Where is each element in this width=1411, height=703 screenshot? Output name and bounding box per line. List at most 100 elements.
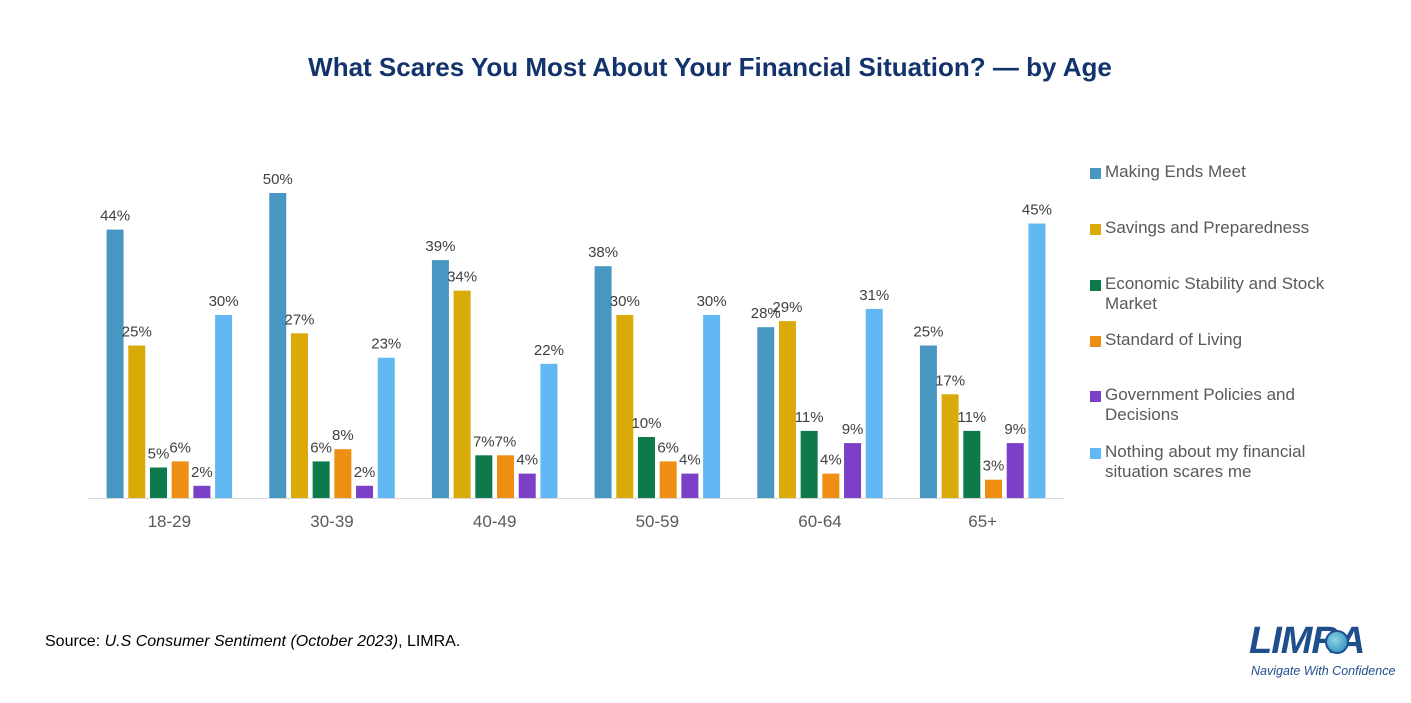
bar: [616, 315, 634, 498]
logo-tagline: Navigate With Confidence: [1251, 664, 1396, 678]
bar: [334, 449, 352, 498]
bar: [659, 461, 677, 498]
data-label: 2%: [354, 464, 376, 481]
bar: [497, 455, 515, 498]
bar: [637, 437, 655, 498]
data-label: 38%: [588, 244, 618, 261]
data-label: 11%: [795, 409, 824, 426]
data-label: 23%: [371, 336, 401, 353]
data-label: 17%: [935, 372, 965, 389]
legend-label: Economic Stability and Stock Market: [1105, 274, 1325, 313]
source-note: Source: U.S Consumer Sentiment (October …: [45, 633, 460, 651]
bar: [941, 394, 959, 498]
bar: [269, 193, 287, 498]
bar: [985, 479, 1003, 498]
source-prefix: Source:: [45, 633, 105, 650]
x-tick-label: 60-64: [798, 512, 841, 531]
x-tick-label: 30-39: [310, 512, 353, 531]
data-label: 6%: [657, 439, 679, 456]
data-label: 31%: [859, 287, 889, 304]
bar: [703, 315, 721, 498]
legend-item-standard-of-living: Standard of Living: [1090, 330, 1355, 350]
source-title: U.S Consumer Sentiment (October 2023): [104, 633, 399, 650]
bar: [453, 290, 471, 498]
bar: [149, 467, 167, 498]
bar: [778, 321, 796, 498]
data-label: 5%: [148, 446, 170, 463]
data-label: 39%: [425, 238, 455, 255]
bar: [128, 345, 146, 498]
data-label: 10%: [631, 415, 661, 432]
globe-icon: [1325, 630, 1349, 654]
data-label: 6%: [310, 439, 332, 456]
data-label: 29%: [772, 299, 802, 316]
data-label: 9%: [1004, 421, 1026, 438]
x-tick-label: 50-59: [636, 512, 679, 531]
data-label: 9%: [842, 421, 864, 438]
bar: [919, 345, 937, 498]
bar: [844, 443, 862, 498]
legend-label: Government Policies and Decisions: [1105, 385, 1295, 424]
bar: [963, 430, 981, 498]
legend-item-savings: Savings and Preparedness: [1090, 218, 1355, 238]
data-label: 30%: [209, 293, 239, 310]
x-tick-label: 65+: [968, 512, 997, 531]
bar: [377, 357, 395, 498]
data-label: 25%: [913, 324, 943, 341]
legend-label: Savings and Preparedness: [1105, 218, 1310, 237]
legend-label: Nothing about my financial situation sca…: [1105, 442, 1306, 481]
legend-item-making-ends-meet: Making Ends Meet: [1090, 162, 1355, 182]
data-label: 30%: [697, 293, 727, 310]
data-label: 3%: [983, 458, 1005, 475]
legend-swatch: [1090, 336, 1101, 347]
data-label: 6%: [169, 439, 191, 456]
legend-label: Standard of Living: [1105, 330, 1243, 349]
source-suffix: , LIMRA.: [398, 633, 461, 650]
bar: [475, 455, 493, 498]
legend-swatch: [1090, 280, 1101, 291]
bar: [865, 308, 883, 498]
data-label: 45%: [1022, 202, 1052, 219]
bar: [681, 473, 699, 498]
bar: [1006, 443, 1024, 498]
x-tick-label: 40-49: [473, 512, 516, 531]
data-label: 27%: [284, 311, 314, 328]
data-label: 4%: [820, 452, 842, 469]
data-label: 4%: [516, 452, 538, 469]
data-label: 11%: [957, 409, 986, 426]
data-label: 7%: [495, 433, 517, 450]
data-label: 44%: [100, 208, 130, 225]
legend-swatch: [1090, 391, 1101, 402]
bar: [800, 430, 818, 498]
legend-item-government-policies: Government Policies and Decisions: [1090, 385, 1355, 425]
data-label: 22%: [534, 342, 564, 359]
bar: [356, 485, 374, 498]
bar: [193, 485, 211, 498]
data-label: 8%: [332, 427, 354, 444]
x-tick-label: 18-29: [148, 512, 191, 531]
legend-swatch: [1090, 168, 1101, 179]
legend-swatch: [1090, 448, 1101, 459]
chart-title: What Scares You Most About Your Financia…: [308, 52, 1112, 82]
data-label: 34%: [447, 269, 477, 286]
data-label: 7%: [473, 433, 495, 450]
bar: [822, 473, 840, 498]
legend-item-nothing-scares: Nothing about my financial situation sca…: [1090, 442, 1355, 482]
data-label: 2%: [191, 464, 213, 481]
bar: [215, 315, 233, 498]
bar: [540, 363, 558, 498]
bar: [431, 260, 449, 498]
limra-logo: LIMRA Navigate With Confidence: [1247, 620, 1396, 682]
bar: [312, 461, 330, 498]
bar: [106, 229, 124, 498]
bar: [757, 327, 775, 498]
data-label: 28%: [751, 305, 781, 322]
data-label: 4%: [679, 452, 701, 469]
bar: [171, 461, 189, 498]
legend-item-economic-stability: Economic Stability and Stock Market: [1090, 274, 1355, 314]
data-label: 50%: [263, 171, 293, 188]
bar: [594, 266, 612, 498]
bar: [518, 473, 536, 498]
bar: [1028, 223, 1046, 498]
